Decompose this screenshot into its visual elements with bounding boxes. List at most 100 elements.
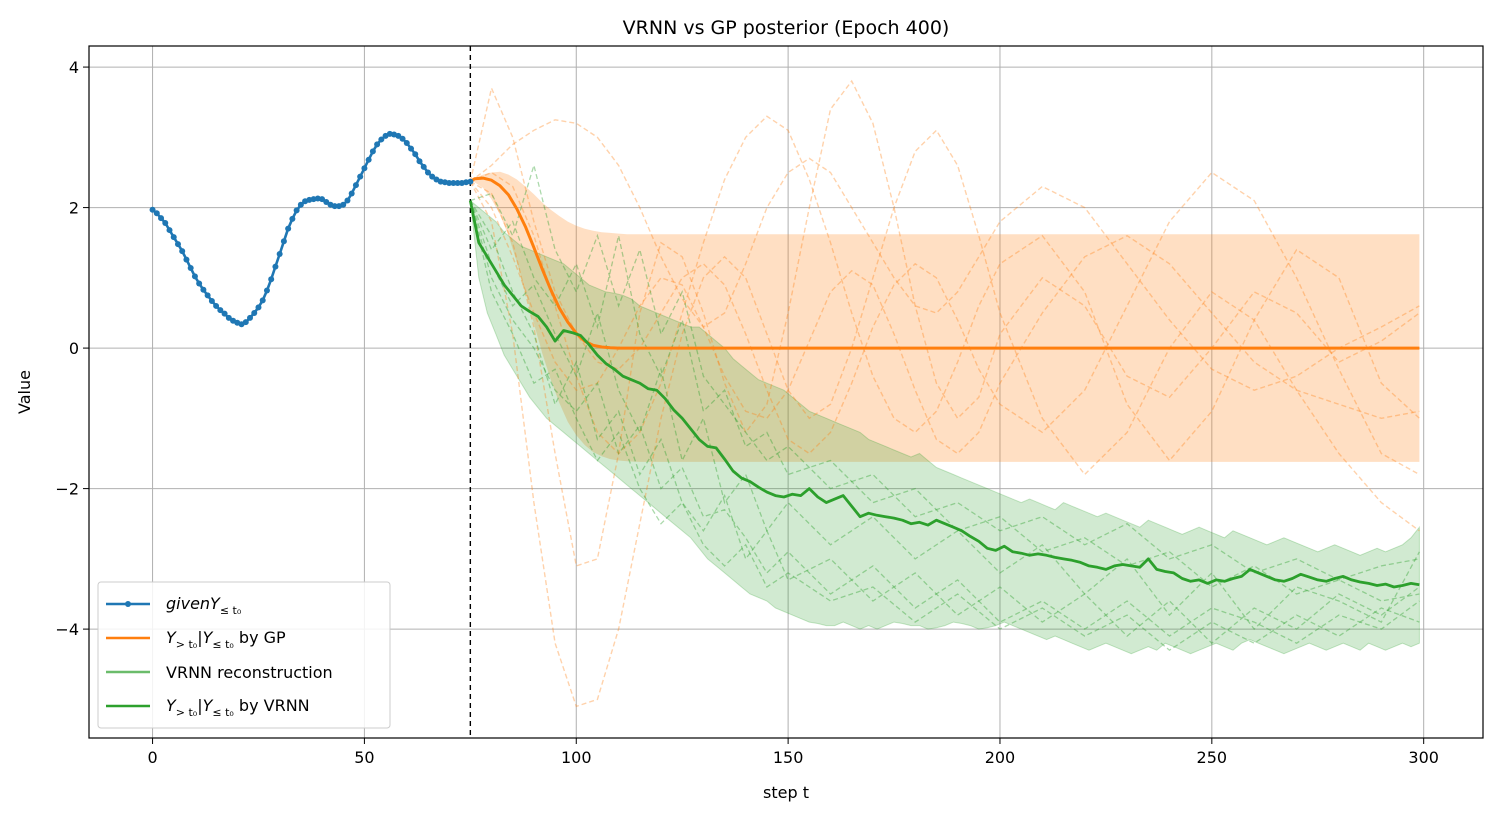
vrnn-confidence-band	[469, 199, 1420, 655]
given-point	[179, 248, 186, 255]
legend-box	[97, 581, 391, 729]
given-point	[183, 256, 190, 263]
given-point	[242, 319, 249, 326]
legend-vrnn-sub: > t₀	[176, 706, 198, 719]
legend-given-sub: ≤ t₀	[220, 604, 242, 617]
given-point	[276, 250, 283, 257]
given-point	[263, 287, 270, 294]
legend-gp-y: Y	[166, 628, 177, 647]
gp-sample-line	[469, 79, 1420, 567]
given-point	[221, 310, 228, 317]
given-point	[280, 238, 287, 245]
given-point	[408, 145, 415, 152]
vrnn-mean	[468, 200, 1420, 589]
legend-vrnn-suffix: by VRNN	[234, 696, 310, 715]
legend-vrnn-y: Y	[166, 696, 177, 715]
y-tick-label: −2	[55, 480, 79, 499]
given-point	[361, 165, 368, 172]
y-tick-label: 4	[69, 58, 79, 77]
gp-band	[470, 171, 1420, 462]
given-point	[340, 201, 347, 208]
x-tick-label: 200	[985, 748, 1016, 767]
gp-sample-line	[469, 129, 1420, 708]
x-tick-label: 0	[147, 748, 157, 767]
given-point	[204, 292, 211, 299]
vrnn-reconstruction-line	[469, 200, 1420, 645]
given-point	[272, 263, 279, 270]
y-tick-label: −4	[55, 620, 79, 639]
vrnn-band	[469, 199, 1420, 655]
given-point	[369, 148, 376, 155]
gp-confidence-band	[470, 171, 1420, 462]
gp-sample-line	[470, 115, 1420, 462]
given-point	[374, 141, 381, 148]
given-point	[217, 307, 224, 314]
gp-mean-line	[469, 176, 1420, 350]
given-point	[352, 182, 359, 189]
given-point	[399, 135, 406, 142]
gp-samples	[469, 79, 1420, 708]
given-point	[357, 173, 364, 180]
gp-mean	[469, 176, 1420, 350]
y-tick-label: 0	[69, 339, 79, 358]
given-series	[149, 130, 474, 328]
vrnn-reconstruction-line	[469, 200, 1420, 631]
gp-sample-line	[469, 85, 1420, 476]
given-point	[225, 314, 232, 321]
given-point	[191, 273, 198, 280]
x-axis-title: step t	[763, 783, 809, 802]
legend-given-text: givenY	[166, 594, 221, 613]
given-point	[200, 286, 207, 293]
given-point	[153, 210, 160, 217]
vrnn-mean-line	[468, 200, 1420, 589]
chart-title: VRNN vs GP posterior (Epoch 400)	[623, 17, 950, 39]
vrnn-reconstruction-line	[469, 200, 1420, 652]
given-point	[162, 220, 169, 227]
plot-frame	[88, 45, 1484, 739]
given-point	[446, 179, 453, 186]
x-tick-label: 50	[354, 748, 374, 767]
given-point	[365, 156, 372, 163]
given-point	[285, 225, 292, 232]
x-axis: 0 50 100 150 200 250 300	[147, 738, 1439, 767]
x-tick-label: 150	[773, 748, 804, 767]
given-point	[344, 197, 351, 204]
legend-vrnn-cond: |Y	[197, 696, 213, 715]
given-point	[208, 298, 215, 305]
legend-vrnn-cond-sub: ≤ t₀	[212, 706, 234, 719]
given-point	[196, 280, 203, 287]
legend-gp-suffix: by GP	[234, 628, 286, 647]
given-point	[331, 203, 338, 210]
legend-given-label: givenY≤ t₀	[166, 594, 242, 617]
given-point	[395, 132, 402, 139]
x-tick-label: 300	[1408, 748, 1439, 767]
given-point	[424, 169, 431, 176]
given-point	[420, 163, 427, 170]
given-point	[247, 314, 254, 321]
legend-gp-label: Y> t₀|Y≤ t₀ by GP	[166, 628, 286, 651]
x-tick-label: 100	[561, 748, 592, 767]
given-point	[158, 215, 165, 222]
y-axis-title: Value	[15, 370, 34, 414]
vrnn-reconstruction-line	[470, 162, 1420, 581]
given-point	[412, 151, 419, 158]
given-point	[467, 178, 474, 185]
legend-gp-sub: > t₀	[176, 638, 198, 651]
given-point	[378, 136, 385, 143]
legend-gp-cond: |Y	[197, 628, 213, 647]
vrnn-samples	[469, 162, 1420, 652]
given-point	[319, 196, 326, 203]
given-point	[293, 207, 300, 214]
x-tick-label: 250	[1197, 748, 1228, 767]
given-point	[166, 227, 173, 234]
given-point	[450, 179, 457, 186]
given-point	[297, 201, 304, 208]
legend-vrnn-recon-label: VRNN reconstruction	[166, 663, 333, 682]
given-point	[454, 179, 461, 186]
given-point	[251, 309, 258, 316]
given-point	[416, 158, 423, 165]
given-point	[289, 215, 296, 222]
legend-given-marker	[125, 601, 131, 607]
given-point	[174, 241, 181, 248]
